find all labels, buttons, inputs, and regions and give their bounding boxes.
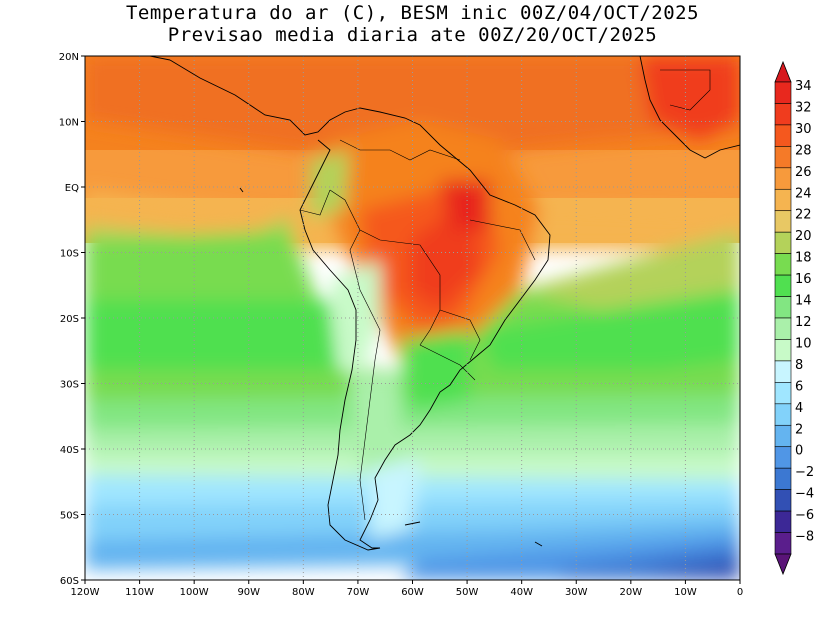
lon-tick-label: 90W [237, 587, 260, 598]
colorbar-label: 8 [795, 358, 803, 373]
colorbar-label: 18 [795, 251, 812, 266]
lon-tick-label: 70W [347, 587, 370, 598]
colorbar-label: 20 [795, 229, 812, 244]
colorbar-swatch [774, 360, 792, 383]
colorbar-swatch [774, 231, 792, 254]
colorbar-swatch [774, 532, 792, 555]
colorbar-swatch [774, 403, 792, 426]
colorbar-label: 34 [795, 79, 812, 94]
lat-tick-label: 20S [60, 314, 79, 325]
colorbar-label: 16 [795, 272, 812, 287]
colorbar-swatch [774, 146, 792, 169]
colorbar-swatch [774, 253, 792, 276]
colorbar-label: −2 [795, 465, 814, 480]
colorbar-swatch [774, 510, 792, 533]
lon-tick-label: 50W [456, 587, 479, 598]
colorbar-label: −6 [795, 508, 814, 523]
lon-tick-label: 80W [292, 587, 315, 598]
colorbar-swatch [774, 210, 792, 233]
map-title-line-2: Previsao media diaria ate 00Z/20/OCT/202… [167, 24, 658, 46]
colorbar-label: 0 [795, 444, 803, 459]
lon-tick-label: 60W [401, 587, 424, 598]
lon-tick-label: 30W [565, 587, 588, 598]
colorbar-label: 4 [795, 401, 803, 416]
colorbar-swatch [774, 424, 792, 448]
lat-tick-label: 10S [60, 249, 79, 260]
temperature-field [85, 56, 740, 580]
colorbar-label: 22 [795, 208, 812, 223]
coastlines [149, 56, 740, 551]
colorbar-swatch [774, 296, 792, 319]
lon-tick-label: 100W [180, 587, 209, 598]
colorbar-label: 24 [795, 186, 812, 201]
colorbar-label: −8 [795, 530, 814, 545]
colorbar-swatch [774, 339, 792, 362]
colorbar-swatch [774, 489, 792, 512]
colorbar-swatch [774, 103, 792, 126]
lon-tick-label: 10W [674, 587, 697, 598]
lat-tick-label: 60S [60, 576, 79, 587]
colorbar-label: 28 [795, 143, 812, 158]
colorbar-swatch [774, 274, 792, 297]
colorbar-swatch [774, 467, 792, 490]
lon-tick-label: 40W [510, 587, 533, 598]
colorbar-swatch [774, 124, 792, 147]
graticule [85, 56, 740, 580]
lat-tick-label: 40S [60, 445, 79, 456]
colorbar-label: 30 [795, 122, 812, 137]
map-title-line-1: Temperatura do ar (C), BESM inic 00Z/04/… [125, 2, 700, 24]
lon-tick-label: 0 [737, 587, 743, 598]
colorbar-label: 10 [795, 336, 812, 351]
lon-tick-label: 120W [71, 587, 100, 598]
colorbar-swatch [774, 382, 792, 405]
colorbar-label: 12 [795, 315, 812, 330]
colorbar-label: 26 [795, 165, 812, 180]
colorbar-label: 2 [795, 422, 803, 437]
colorbar-swatch [774, 317, 792, 340]
colorbar-label: 14 [795, 294, 812, 309]
colorbar-label: 6 [795, 379, 803, 394]
lon-tick-label: 20W [620, 587, 643, 598]
lat-tick-label: 20N [59, 52, 79, 63]
colorbar-label: 32 [795, 100, 812, 115]
lon-tick-label: 110W [125, 587, 154, 598]
colorbar-bottom-arrow [774, 553, 792, 576]
colorbar-swatch [774, 167, 792, 190]
colorbar-swatch [774, 188, 792, 212]
colorbar-top-arrow [774, 60, 792, 83]
lat-tick-label: 30S [60, 380, 79, 391]
lat-tick-label: 10N [59, 118, 79, 129]
colorbar-swatch [774, 446, 792, 469]
lat-tick-label: EQ [65, 183, 79, 194]
lat-tick-label: 50S [60, 511, 79, 522]
colorbar-label: −4 [795, 487, 814, 502]
colorbar-swatch [774, 81, 792, 104]
